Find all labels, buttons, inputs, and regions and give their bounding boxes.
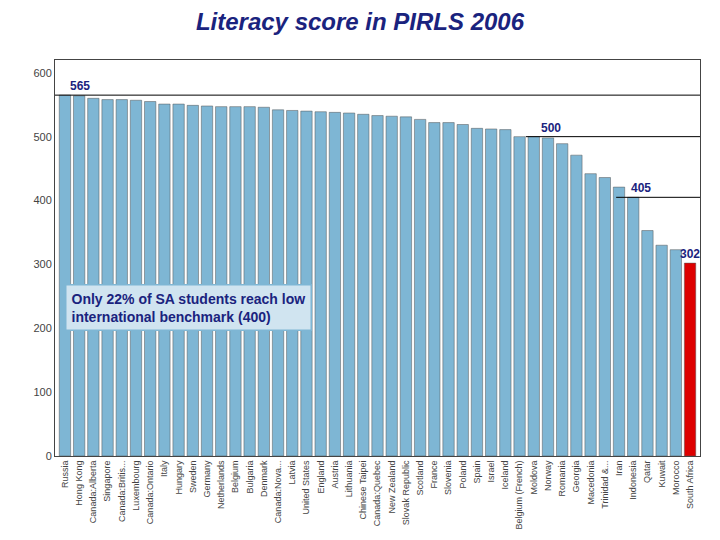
svg-text:100: 100 bbox=[33, 386, 51, 398]
svg-text:Luxembourg: Luxembourg bbox=[131, 461, 141, 511]
svg-text:Slovenia: Slovenia bbox=[443, 461, 453, 496]
svg-text:Iran: Iran bbox=[614, 461, 624, 477]
svg-text:Austria: Austria bbox=[330, 461, 340, 489]
svg-text:Canada:Ontario: Canada:Ontario bbox=[145, 461, 155, 525]
svg-text:600: 600 bbox=[33, 67, 51, 79]
svg-text:Hungary: Hungary bbox=[174, 460, 184, 495]
svg-text:France: France bbox=[429, 461, 439, 489]
svg-text:302: 302 bbox=[680, 247, 700, 261]
svg-text:Hong Kong: Hong Kong bbox=[74, 461, 84, 506]
svg-text:Belgium: Belgium bbox=[230, 461, 240, 494]
svg-text:Indonesia: Indonesia bbox=[628, 461, 638, 500]
svg-text:Only 22% of SA students reach: Only 22% of SA students reach lowinterna… bbox=[72, 291, 306, 325]
svg-text:400: 400 bbox=[33, 194, 51, 206]
svg-text:Canada:Quebec: Canada:Quebec bbox=[372, 460, 382, 526]
svg-text:England: England bbox=[316, 461, 326, 494]
svg-text:Singapore: Singapore bbox=[102, 461, 112, 502]
svg-text:Romania: Romania bbox=[557, 461, 567, 497]
svg-text:Qatar: Qatar bbox=[642, 461, 652, 484]
svg-text:Latvia: Latvia bbox=[287, 461, 297, 485]
svg-text:Israel: Israel bbox=[486, 461, 496, 483]
svg-text:Germany: Germany bbox=[202, 460, 212, 498]
svg-text:Norway: Norway bbox=[543, 460, 553, 491]
svg-text:Italy: Italy bbox=[159, 460, 169, 477]
svg-text:Canada:Nova...: Canada:Nova... bbox=[273, 461, 283, 524]
svg-text:200: 200 bbox=[33, 322, 51, 334]
svg-text:Russia: Russia bbox=[60, 461, 70, 489]
svg-text:Canada:Britis...: Canada:Britis... bbox=[117, 461, 127, 523]
svg-text:Spain: Spain bbox=[472, 461, 482, 484]
svg-text:Netherlands: Netherlands bbox=[216, 460, 226, 509]
svg-text:Denmark: Denmark bbox=[259, 460, 269, 497]
svg-text:Lithuania: Lithuania bbox=[344, 461, 354, 498]
svg-text:Belgium (French): Belgium (French) bbox=[514, 461, 524, 530]
svg-text:500: 500 bbox=[33, 131, 51, 143]
svg-text:Iceland: Iceland bbox=[500, 461, 510, 490]
svg-text:Georgia: Georgia bbox=[571, 461, 581, 493]
svg-text:Slovak Republic: Slovak Republic bbox=[401, 460, 411, 525]
svg-text:United States: United States bbox=[301, 460, 311, 515]
svg-text:Scotland: Scotland bbox=[415, 461, 425, 496]
svg-text:Trinidad &...: Trinidad &... bbox=[600, 461, 610, 509]
svg-text:New Zealand: New Zealand bbox=[387, 461, 397, 514]
svg-text:565: 565 bbox=[70, 79, 90, 93]
svg-text:300: 300 bbox=[33, 258, 51, 270]
svg-text:Morocco: Morocco bbox=[671, 461, 681, 496]
svg-text:Chinese Taipei: Chinese Taipei bbox=[358, 461, 368, 520]
svg-text:500: 500 bbox=[541, 121, 561, 135]
svg-text:Poland: Poland bbox=[458, 461, 468, 489]
svg-text:0: 0 bbox=[46, 450, 52, 462]
svg-text:Kuwait: Kuwait bbox=[657, 460, 667, 488]
svg-text:Bulgaria: Bulgaria bbox=[245, 461, 255, 494]
svg-text:Literacy score in PIRLS 2006: Literacy score in PIRLS 2006 bbox=[196, 8, 525, 35]
svg-text:Macedonia: Macedonia bbox=[586, 461, 596, 505]
svg-text:South Africa: South Africa bbox=[685, 461, 695, 510]
svg-text:Canada:Alberta: Canada:Alberta bbox=[88, 461, 98, 524]
svg-text:Sweden: Sweden bbox=[188, 461, 198, 494]
svg-text:Moldova: Moldova bbox=[529, 461, 539, 495]
svg-text:405: 405 bbox=[631, 181, 651, 195]
